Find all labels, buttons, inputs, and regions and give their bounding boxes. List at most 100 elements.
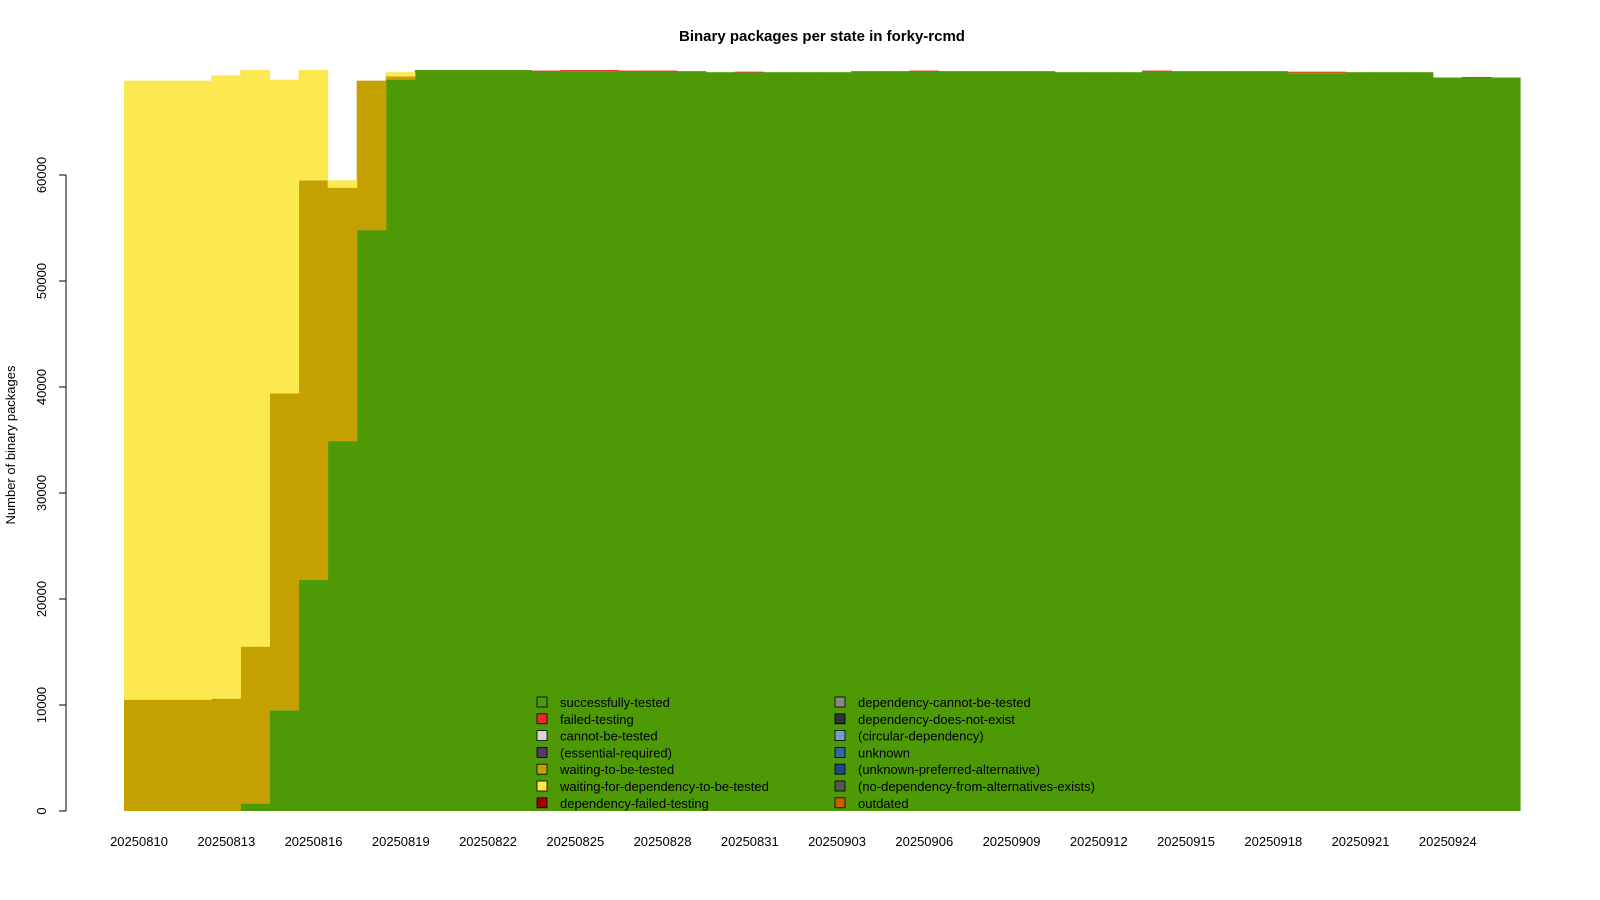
area-segment-waiting-to-be-tested xyxy=(240,646,271,804)
area-segment-waiting-for-dependency-to-be-tested xyxy=(385,72,416,77)
area-segment-waiting-to-be-tested xyxy=(124,699,154,811)
area-segment-waiting-to-be-tested xyxy=(356,80,387,231)
area-segment-waiting-for-dependency-to-be-tested xyxy=(124,80,154,700)
legend-label: waiting-to-be-tested xyxy=(559,762,674,777)
legend-swatch xyxy=(536,763,548,775)
area-segment-successfully-tested xyxy=(705,72,736,812)
legend-item-no-dependency-from-alternatives-exists: (no-dependency-from-alternatives-exists) xyxy=(834,779,1095,794)
area-segment-successfully-tested xyxy=(385,79,416,812)
legend-item-outdated: outdated xyxy=(834,796,909,811)
legend-item-dependency-cannot-be-tested: dependency-cannot-be-tested xyxy=(834,695,1031,710)
series-successfully-tested xyxy=(240,70,1521,812)
legend-label: outdated xyxy=(858,796,909,811)
area-segment-successfully-tested xyxy=(909,71,939,812)
area-segment-successfully-tested xyxy=(531,71,561,812)
y-tick-label: 30000 xyxy=(34,475,49,511)
chart-title: Binary packages per state in forky-rcmd xyxy=(679,28,965,45)
area-segment-successfully-tested xyxy=(240,803,271,811)
area-segment-successfully-tested xyxy=(851,71,881,812)
area-segment-failed-testing xyxy=(589,70,620,72)
legend-swatch xyxy=(536,780,548,792)
x-axis: 20250810 20250813 20250816 20250819 20250822… xyxy=(110,834,1477,849)
y-tick-label: 20000 xyxy=(34,581,49,617)
y-tick-label: 50000 xyxy=(34,263,49,299)
area-segment-successfully-tested xyxy=(414,70,445,811)
x-tick-label: 20250828 xyxy=(634,834,692,849)
area-segment-failed-testing xyxy=(1461,76,1492,78)
legend-swatch xyxy=(834,730,846,741)
legend-label: waiting-for-dependency-to-be-tested xyxy=(559,779,769,794)
area-segment-successfully-tested xyxy=(269,710,300,811)
area-segment-successfully-tested xyxy=(880,71,910,812)
x-tick-label: 20250909 xyxy=(983,834,1041,849)
area-segment-waiting-to-be-tested xyxy=(153,699,183,811)
area-segment-waiting-to-be-tested xyxy=(182,699,212,811)
legend-label: dependency-does-not-exist xyxy=(858,712,1015,727)
series-failed-testing xyxy=(531,70,1492,78)
area-segment-successfully-tested xyxy=(822,72,852,812)
area-segment-successfully-tested xyxy=(792,72,823,812)
x-tick-label: 20250918 xyxy=(1244,834,1302,849)
area-segment-successfully-tested xyxy=(1432,77,1463,812)
area-segment-successfully-tested xyxy=(502,70,532,811)
x-tick-label: 20250906 xyxy=(895,834,953,849)
legend-swatch xyxy=(536,713,548,725)
x-tick-label: 20250819 xyxy=(372,834,430,849)
area-segment-successfully-tested xyxy=(647,71,678,812)
plot-areas xyxy=(124,70,1521,812)
y-tick-label: 10000 xyxy=(34,687,49,723)
area-segment-successfully-tested xyxy=(443,70,474,811)
area-segment-waiting-for-dependency-to-be-tested xyxy=(269,79,300,394)
legend-swatch xyxy=(834,797,846,809)
area-segment-successfully-tested xyxy=(356,230,387,811)
y-tick-label: 40000 xyxy=(34,369,49,405)
area-segment-successfully-tested xyxy=(676,71,707,812)
area-segment-successfully-tested xyxy=(1345,72,1376,812)
area-segment-waiting-for-dependency-to-be-tested xyxy=(211,75,241,699)
area-segment-successfully-tested xyxy=(298,579,329,811)
area-segment-failed-testing xyxy=(1141,70,1172,72)
y-tick-label: 60000 xyxy=(34,157,49,193)
area-segment-successfully-tested xyxy=(473,70,503,811)
area-segment-successfully-tested xyxy=(996,71,1027,812)
area-segment-successfully-tested xyxy=(1374,72,1405,812)
legend-label: (unknown-preferred-alternative) xyxy=(858,762,1040,777)
area-segment-successfully-tested xyxy=(1054,72,1085,812)
area-segment-successfully-tested xyxy=(1287,73,1318,812)
legend-item-waiting-for-dependency-to-be-tested: waiting-for-dependency-to-be-tested xyxy=(536,779,769,794)
area-segment-successfully-tested xyxy=(1200,71,1230,812)
area-segment-waiting-for-dependency-to-be-tested xyxy=(153,80,183,700)
area-segment-successfully-tested xyxy=(1025,71,1056,812)
legend-label: unknown xyxy=(858,745,910,760)
area-segment-waiting-to-be-tested xyxy=(298,180,329,580)
area-segment-successfully-tested xyxy=(618,71,649,812)
area-segment-successfully-tested xyxy=(938,71,969,812)
area-segment-successfully-tested xyxy=(763,72,794,812)
area-segment-successfully-tested xyxy=(1461,77,1492,812)
legend-label: dependency-failed-testing xyxy=(560,796,709,811)
area-segment-waiting-for-dependency-to-be-tested xyxy=(240,70,271,647)
legend-swatch xyxy=(536,730,548,741)
area-segment-waiting-for-dependency-to-be-tested xyxy=(182,80,212,700)
legend-item-dependency-does-not-exist: dependency-does-not-exist xyxy=(834,712,1015,727)
y-tick-label: 0 xyxy=(34,807,49,814)
legend-item-essential-required: (essential-required) xyxy=(536,745,672,760)
legend-item-cannot-be-tested: cannot-be-tested xyxy=(536,729,658,744)
legend-label: successfully-tested xyxy=(560,695,670,710)
area-segment-waiting-for-dependency-to-be-tested xyxy=(298,70,329,181)
legend-item-waiting-to-be-tested: waiting-to-be-tested xyxy=(536,762,674,777)
legend: successfully-tested failed-testing cannot-… xyxy=(536,695,1095,811)
y-axis: 0 10000 20000 30000 40000 50000 60000 xyxy=(34,157,67,815)
legend-item-unknown-preferred-alternative: (unknown-preferred-alternative) xyxy=(834,762,1040,777)
x-tick-label: 20250924 xyxy=(1419,834,1477,849)
area-segment-successfully-tested xyxy=(1141,71,1172,812)
x-tick-label: 20250903 xyxy=(808,834,866,849)
legend-label: (circular-dependency) xyxy=(858,729,984,744)
area-segment-outdated xyxy=(1287,71,1318,74)
area-segment-waiting-to-be-tested xyxy=(327,187,358,442)
x-tick-label: 20250825 xyxy=(546,834,604,849)
x-tick-label: 20250810 xyxy=(110,834,168,849)
x-tick-label: 20250822 xyxy=(459,834,517,849)
legend-swatch xyxy=(536,797,548,809)
